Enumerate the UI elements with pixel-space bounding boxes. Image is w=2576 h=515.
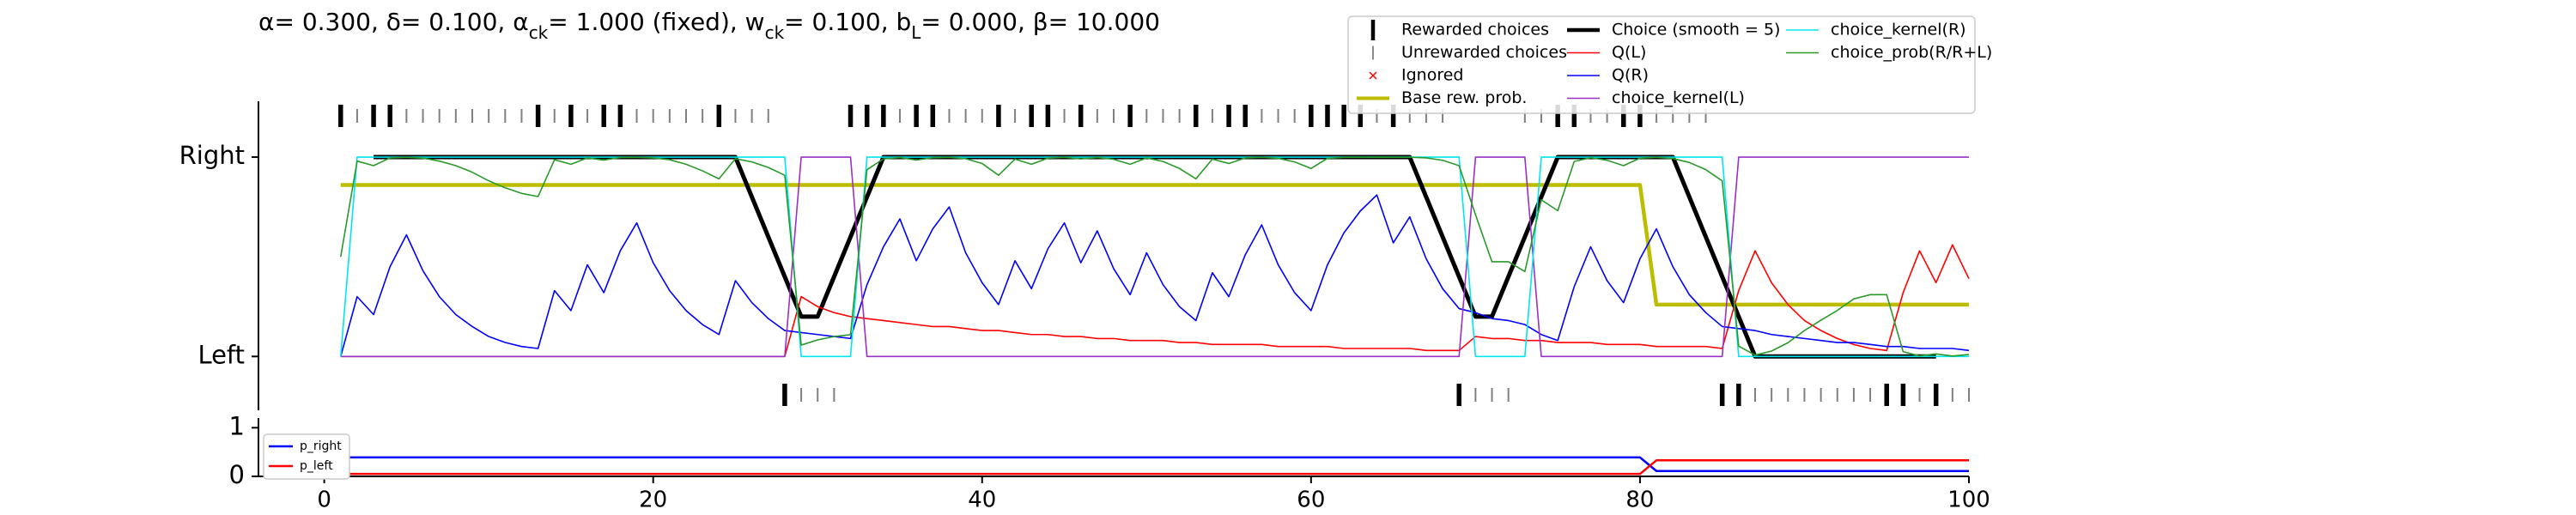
y-tick-label: 0: [229, 460, 245, 489]
legend-label: choice_kernel(R): [1831, 21, 1966, 39]
legend-label: Choice (smooth = 5): [1612, 21, 1780, 39]
title-text: α= 0.300, δ= 0.100, α: [258, 8, 529, 36]
title-subscript: ck: [765, 22, 785, 43]
chart-title: α= 0.300, δ= 0.100, αck= 1.000 (fixed), …: [258, 8, 1160, 43]
title-text: = 0.000, β= 10.000: [920, 8, 1160, 36]
y-tick-label: Left: [197, 340, 245, 369]
series-line: [339, 156, 1970, 357]
title-text: = 0.100, b: [784, 8, 911, 36]
legend-label: Q(R): [1612, 66, 1649, 85]
x-tick-label: 60: [1297, 488, 1325, 513]
y-tick-label: Right: [179, 141, 245, 170]
series-line: [324, 459, 1969, 476]
series-line: [324, 456, 1969, 473]
legend-marker: [1369, 71, 1377, 80]
series-line: [339, 156, 1969, 358]
series-line: [374, 154, 1936, 359]
x-tick-label: 0: [317, 488, 331, 513]
series-line: [340, 244, 1970, 358]
legend-box: [1347, 15, 1976, 114]
x-tick-label: 100: [1947, 488, 1990, 513]
legend-label: Q(L): [1612, 43, 1646, 62]
x-tick-label: 40: [968, 488, 996, 513]
legend-label: choice_kernel(L): [1612, 88, 1745, 107]
y-tick-label: 1: [229, 411, 245, 440]
legend-label: Unrewarded choices: [1401, 43, 1567, 62]
series-line: [340, 156, 1969, 358]
legend-label: p_right: [300, 439, 342, 453]
legend-label: Base rew. prob.: [1401, 88, 1527, 107]
legend-label: Rewarded choices: [1401, 21, 1549, 39]
legend-label: p_left: [300, 459, 333, 473]
series-line: [339, 194, 1970, 357]
title-subscript: ck: [529, 22, 549, 43]
x-tick-label: 80: [1625, 488, 1654, 513]
legend-label: Ignored: [1401, 66, 1463, 85]
title-subscript: L: [911, 22, 921, 43]
x-tick-label: 20: [639, 488, 667, 513]
legend-label: choice_prob(R/R+L): [1831, 43, 1992, 62]
title-text: = 1.000 (fixed), w: [548, 8, 764, 36]
